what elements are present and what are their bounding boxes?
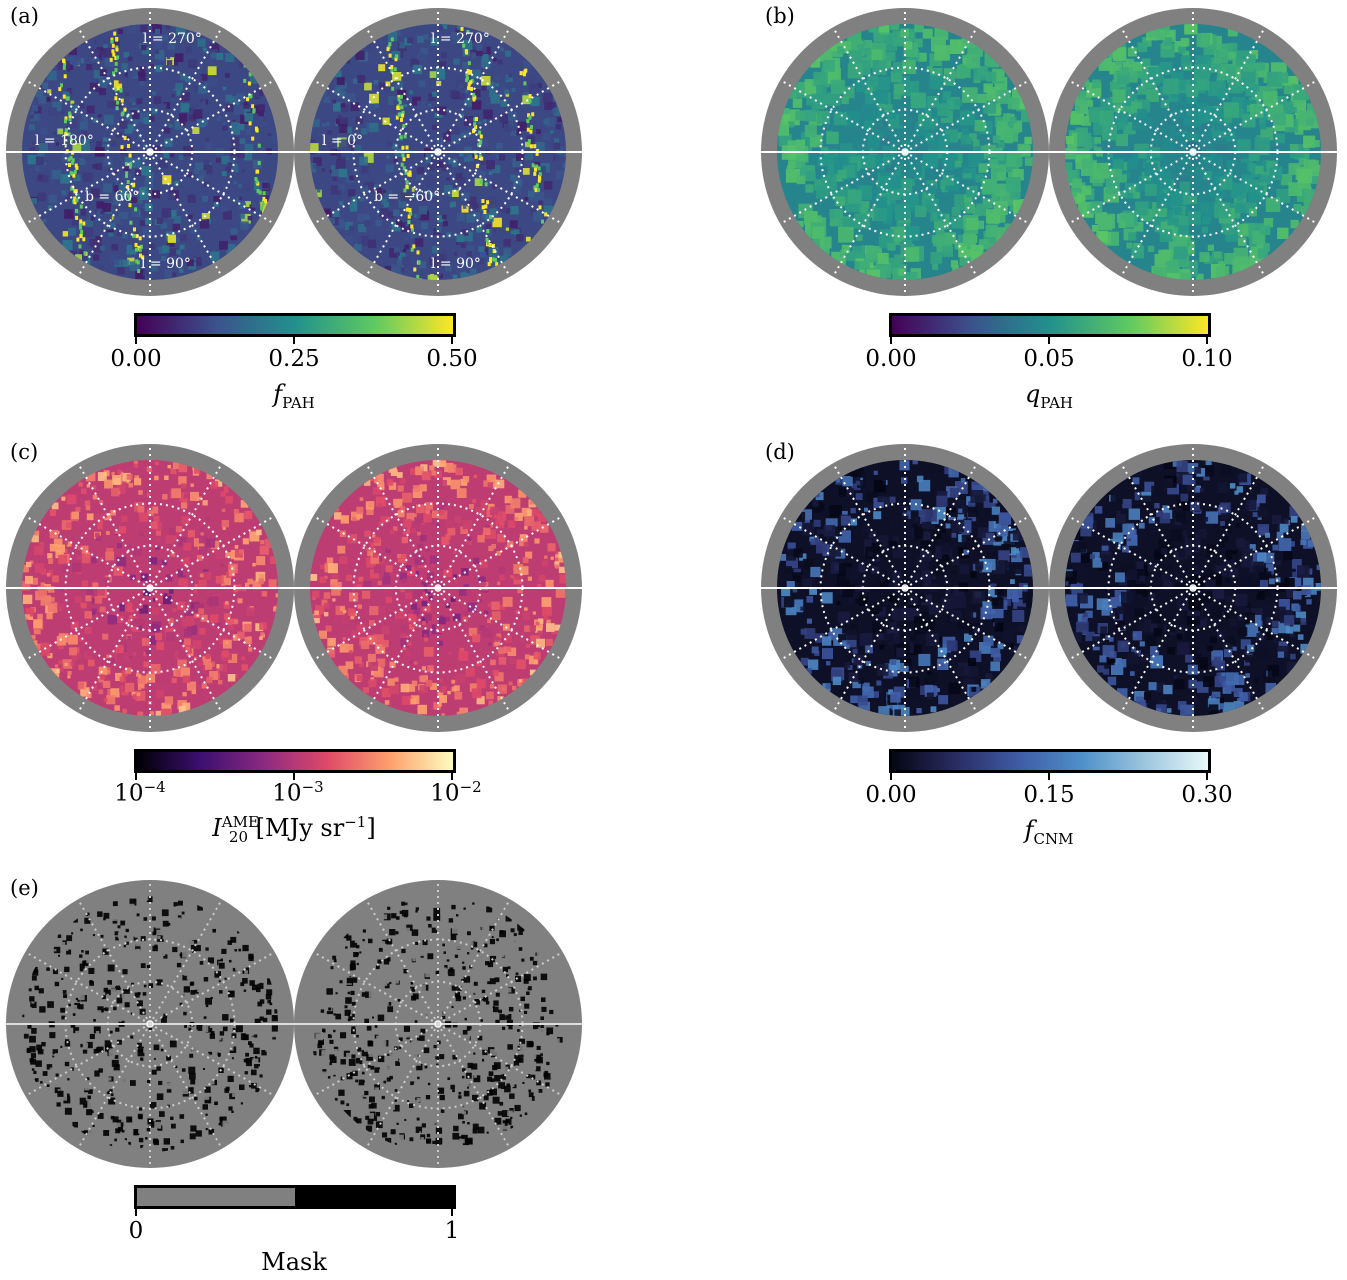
colorbar-tick — [1206, 337, 1208, 344]
panel-label-a: (a) — [10, 4, 39, 28]
panel-label-b: (b) — [765, 4, 795, 28]
colorbar-title-d: fCNM — [1024, 816, 1074, 848]
colorbar-tick — [451, 773, 453, 780]
colorbar-tick-label: 10−2 — [430, 778, 482, 807]
colorbar-tick — [1206, 773, 1208, 780]
colorbar-tick — [890, 337, 892, 344]
graticule-label: b = −60° — [374, 189, 440, 205]
colorbar-tick-label: 1 — [444, 1218, 460, 1244]
colorbar-a — [134, 313, 456, 337]
colorbar-tick-label: 0 — [128, 1218, 144, 1244]
sky-map-d-south — [1049, 444, 1337, 732]
colorbar-tick — [135, 1209, 137, 1216]
colorbar-title-a: fPAH — [273, 380, 315, 412]
colorbar-tick — [451, 1209, 453, 1216]
colorbar-tick — [890, 773, 892, 780]
graticule-label: l = 180° — [35, 133, 94, 149]
sky-map-d-north — [761, 444, 1049, 732]
colorbar-tick — [135, 773, 137, 780]
colorbar-tick-label: 0.50 — [426, 346, 478, 372]
graticule-label: b = 60° — [85, 189, 139, 205]
colorbar-tick — [1048, 337, 1050, 344]
panel-label-e: (e) — [10, 876, 39, 900]
graticule-label: l = 90° — [141, 256, 191, 272]
colorbar-title-c: IAME20 [MJy sr−1] — [212, 813, 376, 846]
colorbar-d — [889, 749, 1211, 773]
colorbar-tick — [293, 337, 295, 344]
graticule-label: l = 0° — [322, 133, 363, 149]
colorbar-tick-label: 0.00 — [865, 346, 917, 372]
colorbar-b — [889, 313, 1211, 337]
colorbar-tick-label: 0.00 — [110, 346, 162, 372]
graticule-label: l = 270° — [431, 31, 490, 47]
colorbar-c — [134, 749, 456, 773]
sky-map-c-north — [6, 444, 294, 732]
sky-map-e-south — [294, 880, 582, 1168]
sky-map-a-north — [6, 8, 294, 296]
colorbar-tick-label: 0.00 — [865, 782, 917, 808]
panel-label-d: (d) — [765, 440, 795, 464]
colorbar-tick — [293, 773, 295, 780]
sky-map-b-south — [1049, 8, 1337, 296]
colorbar-tick-label: 0.10 — [1181, 346, 1233, 372]
sky-map-b-north — [761, 8, 1049, 296]
colorbar-tick-label: 0.25 — [268, 346, 320, 372]
graticule-label: l = 270° — [143, 31, 202, 47]
panel-label-c: (c) — [10, 440, 39, 464]
colorbar-tick-label: 10−4 — [114, 778, 166, 807]
colorbar-tick-label: 10−3 — [272, 778, 324, 807]
colorbar-tick-label: 0.30 — [1181, 782, 1233, 808]
sky-map-e-north — [6, 880, 294, 1168]
sky-map-c-south — [294, 444, 582, 732]
colorbar-tick-label: 0.15 — [1023, 782, 1075, 808]
colorbar-tick-label: 0.05 — [1023, 346, 1075, 372]
colorbar-tick — [451, 337, 453, 344]
colorbar-tick — [1048, 773, 1050, 780]
colorbar-title-b: qPAH — [1024, 380, 1074, 412]
colorbar-e — [134, 1185, 456, 1209]
graticule-label: l = 90° — [431, 256, 481, 272]
colorbar-tick — [135, 337, 137, 344]
sky-map-a-south — [294, 8, 582, 296]
colorbar-title-e: Mask — [261, 1248, 327, 1276]
